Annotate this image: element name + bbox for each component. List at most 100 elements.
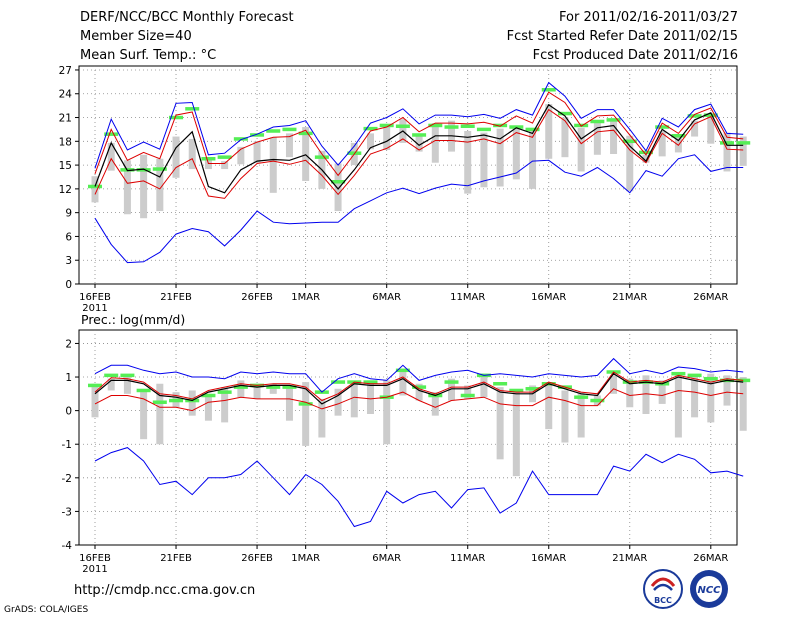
observed-bar	[123, 160, 131, 215]
x-tick-label: 26MAR	[693, 292, 728, 303]
series-line-min	[94, 447, 744, 528]
y-tick-label: 15	[59, 160, 72, 172]
observed-bar	[302, 127, 310, 181]
observed-bar	[366, 133, 374, 150]
observed-bar	[626, 135, 634, 192]
y-tick-label: -1	[62, 439, 72, 451]
observed-bar	[658, 380, 666, 404]
ncc-logo: NCC	[690, 570, 728, 608]
y-tick-label: -2	[62, 473, 72, 485]
x-tick-label: 26FEB	[241, 292, 273, 303]
observed-bar	[383, 127, 391, 151]
observed-bar	[366, 380, 374, 414]
ncc-logo-text: NCC	[697, 585, 721, 596]
y-tick-label: 2	[65, 338, 72, 350]
observed-bar	[107, 142, 115, 171]
observed-bar	[577, 127, 585, 172]
observed-bar	[204, 393, 212, 421]
observed-bar	[221, 387, 229, 423]
observed-bar	[545, 385, 553, 430]
observed-bar	[658, 131, 666, 157]
x-tick-label: 21FEB	[160, 553, 192, 564]
variable-label: Mean Surf. Temp.: °C	[80, 48, 217, 63]
institution-logos: BCC NCC	[643, 569, 728, 609]
bcc-logo-text: BCC	[654, 596, 672, 605]
observed-bar	[496, 128, 504, 187]
observed-bar	[237, 146, 245, 165]
observed-bar	[140, 390, 148, 440]
member-size-label: Member Size=40	[80, 29, 192, 44]
observed-bar	[464, 131, 472, 194]
series-line-lower	[94, 388, 744, 412]
observed-bar	[188, 390, 196, 416]
observed-bar	[577, 392, 585, 438]
observed-bar	[739, 136, 747, 166]
observed-bar	[739, 377, 747, 431]
observed-bar	[269, 137, 277, 193]
observed-bar	[512, 125, 520, 180]
observed-bar	[318, 398, 326, 438]
observed-bar	[285, 133, 293, 158]
forecast-period: For 2011/02/16-2011/03/27	[559, 10, 738, 25]
source-url[interactable]: http://cmdp.ncc.cma.gov.cn	[74, 583, 256, 598]
chart-panel-1: 0 3 6 9 12 15 18 21 24 27 16FEB 21FEB 26FEB 1MAR 6MAR 1…	[59, 65, 751, 314]
observed-bar	[545, 104, 553, 159]
observed-bar	[480, 373, 488, 398]
observed-bar	[691, 120, 699, 137]
x-tick-label: 6MAR	[372, 553, 401, 564]
y-tick-label: 9	[65, 208, 72, 220]
x-year-label: 2011	[82, 564, 107, 575]
y-tick-label: -4	[62, 540, 73, 552]
x-tick-label: 26FEB	[241, 553, 273, 564]
observed-bar	[561, 117, 569, 158]
observed-bar	[512, 390, 520, 477]
observed-bar	[399, 370, 407, 396]
observed-bar	[610, 375, 618, 394]
observed-bar	[431, 123, 439, 163]
x-tick-label: 21FEB	[160, 292, 192, 303]
x-tick-label: 1MAR	[291, 553, 320, 564]
observed-bar	[156, 158, 164, 212]
series-line-mean	[94, 372, 744, 405]
observed-bar	[707, 115, 715, 144]
observed-bar	[561, 390, 569, 443]
y-tick-label: 0	[65, 279, 72, 291]
x-tick-label: 26MAR	[693, 553, 728, 564]
y-tick-label: 3	[65, 255, 72, 267]
observed-bar	[285, 385, 293, 421]
observed-bar	[253, 141, 261, 163]
observed-bar	[156, 383, 164, 445]
x-year-label: 2011	[82, 303, 107, 314]
observed-bar	[529, 129, 537, 189]
figure-title: DERF/NCC/BCC Monthly Forecast	[80, 10, 294, 25]
observed-bar	[253, 383, 261, 399]
x-tick-label: 1MAR	[291, 292, 320, 303]
observed-bar	[674, 136, 682, 153]
x-tick-label: 16FEB	[79, 292, 111, 303]
series-line-max	[94, 81, 744, 169]
observed-bar	[221, 161, 229, 170]
series-line-min	[94, 154, 744, 264]
y-tick-label: 12	[59, 184, 72, 196]
bcc-logo: BCC	[643, 569, 683, 609]
y-tick-label: 1	[65, 372, 72, 384]
observed-bar	[415, 383, 423, 401]
observed-bar	[480, 132, 488, 188]
chart-panel-2: -4 -3 -2 -1 0 1 2 16FEB 21FEB 26FEB 1MAR 6MAR 11MAR 1…	[62, 312, 751, 575]
y-tick-label: 27	[59, 65, 72, 77]
observed-bar	[642, 375, 650, 414]
observed-bar	[123, 377, 131, 394]
observed-bar	[674, 375, 682, 438]
observed-bar	[334, 163, 342, 212]
series-line-lower	[94, 108, 744, 199]
y-tick-label: 0	[65, 406, 72, 418]
observed-bar	[593, 122, 601, 155]
observed-bar	[707, 373, 715, 423]
observed-bar	[496, 387, 504, 460]
y-tick-label: 6	[65, 231, 72, 243]
refer-date: Fcst Started Refer Date 2011/02/15	[506, 29, 738, 44]
observed-bar	[448, 378, 456, 401]
plot-frame	[78, 329, 738, 546]
